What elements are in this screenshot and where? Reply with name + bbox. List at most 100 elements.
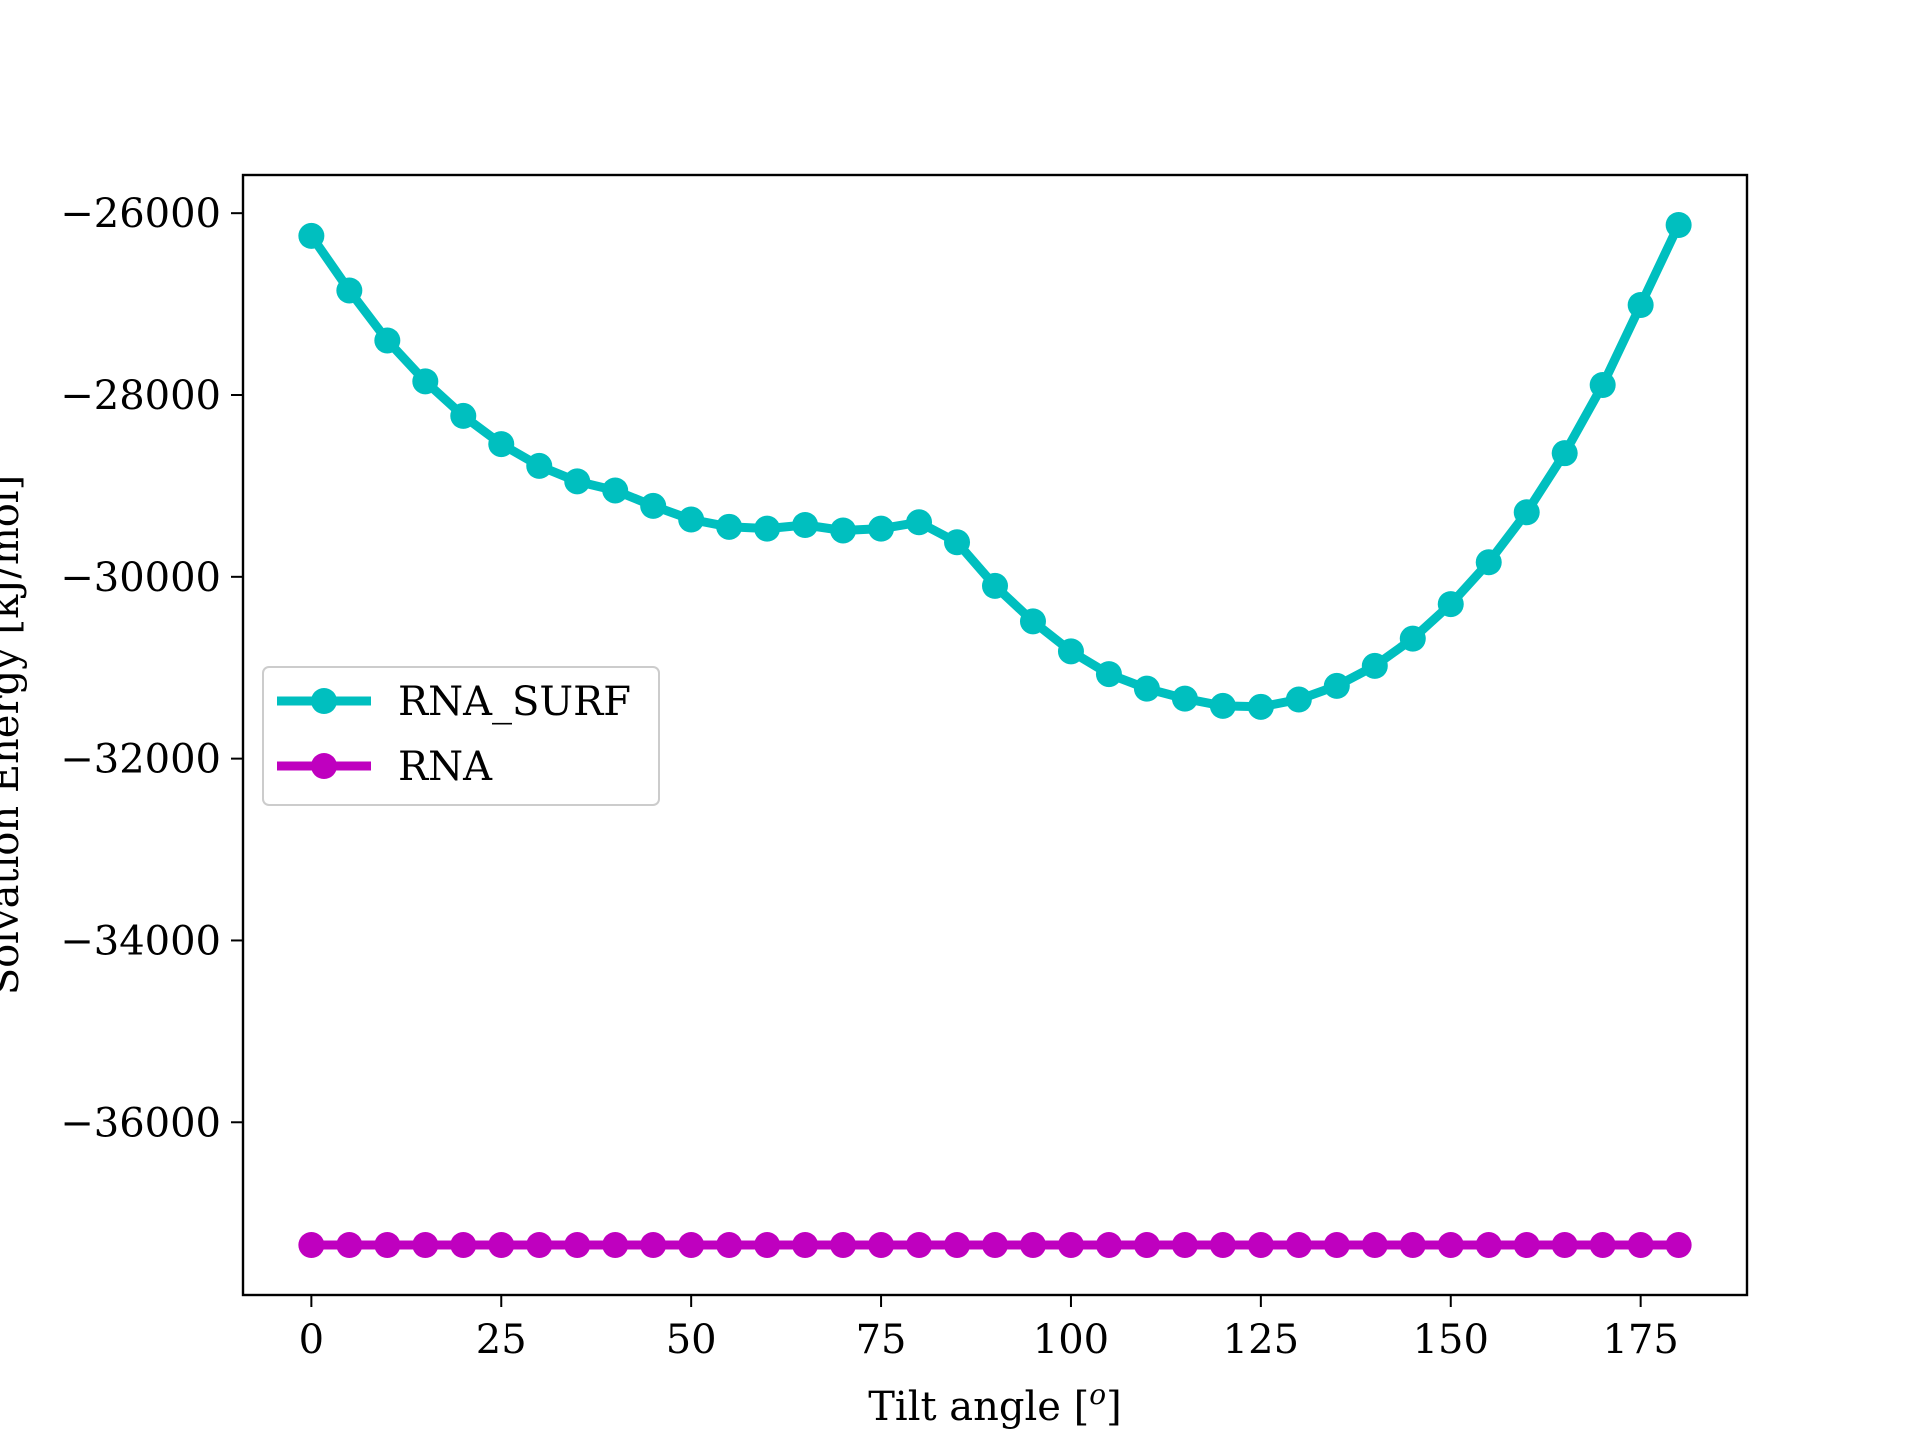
data-point-rna: [1475, 1232, 1502, 1258]
legend-label-rna: RNA: [398, 744, 493, 790]
data-point-rna: [1627, 1232, 1654, 1258]
data-point-rna-surf: [1551, 440, 1578, 467]
data-point-rna: [868, 1232, 895, 1258]
data-point-rna: [1209, 1232, 1236, 1258]
data-point-rna: [1589, 1232, 1616, 1258]
data-point-rna: [1285, 1232, 1312, 1258]
series-layer: [298, 212, 1692, 1258]
legend: RNA_SURF RNA: [262, 666, 660, 806]
legend-marker-rna-surf: [311, 688, 337, 714]
data-point-rna-surf: [1513, 499, 1540, 526]
y-tick-label: −36000: [60, 1100, 221, 1146]
x-axis-label: Tilt angle [o]: [868, 1378, 1122, 1430]
x-tick-label: 125: [1223, 1317, 1299, 1363]
data-point-rna: [982, 1232, 1008, 1258]
data-point-rna: [830, 1232, 857, 1258]
data-point-rna-surf: [450, 402, 477, 429]
data-point-rna: [564, 1232, 591, 1258]
y-tick-label: −26000: [60, 191, 221, 237]
data-point-rna-surf: [1019, 608, 1046, 635]
data-point-rna-surf: [298, 222, 325, 249]
data-point-rna: [1133, 1232, 1160, 1258]
data-point-rna-surf: [1209, 692, 1236, 719]
data-point-rna: [526, 1232, 553, 1258]
data-point-rna-surf: [602, 477, 629, 504]
data-point-rna-surf: [830, 517, 857, 544]
data-point-rna: [1171, 1232, 1198, 1258]
x-tick-label: 25: [476, 1317, 527, 1363]
data-point-rna: [716, 1232, 743, 1258]
data-point-rna-surf: [1171, 685, 1198, 712]
data-point-rna: [1551, 1232, 1578, 1258]
legend-marker-rna: [311, 753, 337, 779]
data-point-rna: [450, 1232, 477, 1258]
data-point-rna-surf: [716, 513, 743, 540]
y-tick-label: −30000: [60, 555, 221, 601]
data-point-rna: [1323, 1232, 1350, 1258]
data-point-rna-surf: [1437, 591, 1464, 618]
data-point-rna-surf: [678, 506, 705, 533]
data-point-rna-surf: [488, 431, 515, 458]
data-point-rna: [1247, 1232, 1274, 1258]
data-point-rna: [1057, 1232, 1084, 1258]
data-point-rna-surf: [1133, 675, 1160, 702]
y-axis-label: Solvation Energy [kJ/mol]: [0, 475, 28, 996]
x-axis-ticks: 0 25 50 75 100 125 150 175: [299, 1295, 1679, 1363]
data-point-rna: [1361, 1232, 1388, 1258]
data-point-rna: [906, 1232, 933, 1258]
data-point-rna-surf: [906, 509, 933, 536]
x-tick-label: 100: [1033, 1317, 1109, 1363]
data-point-rna: [298, 1232, 325, 1258]
data-point-rna: [754, 1232, 781, 1258]
data-point-rna-surf: [526, 452, 553, 479]
data-point-rna: [488, 1232, 515, 1258]
data-point-rna: [678, 1232, 705, 1258]
plot-frame: [241, 173, 1749, 1297]
data-point-rna-surf: [868, 515, 895, 542]
x-tick-label: 50: [666, 1317, 717, 1363]
data-point-rna-surf: [1323, 672, 1350, 699]
data-point-rna-surf: [792, 512, 819, 538]
data-point-rna-surf: [1627, 292, 1654, 318]
data-point-rna-surf: [640, 492, 667, 519]
data-point-rna-surf: [1589, 372, 1616, 398]
data-point-rna: [1665, 1232, 1692, 1258]
data-point-rna: [412, 1232, 439, 1258]
data-point-rna: [944, 1232, 971, 1258]
legend-label-rna-surf: RNA_SURF: [398, 679, 631, 725]
y-axis-ticks: −26000 −28000 −30000 −32000 −34000 −36000: [60, 191, 243, 1146]
x-tick-label: 75: [856, 1317, 907, 1363]
data-point-rna: [1437, 1232, 1464, 1258]
data-point-rna: [792, 1232, 819, 1258]
data-point-rna: [336, 1232, 363, 1258]
data-point-rna-surf: [336, 277, 363, 304]
x-tick-label: 150: [1413, 1317, 1489, 1363]
data-point-rna-surf: [1057, 638, 1084, 665]
data-point-rna-surf: [1399, 625, 1426, 652]
data-point-rna-surf: [1475, 549, 1502, 576]
data-point-rna-surf: [1095, 661, 1122, 688]
y-tick-label: −34000: [60, 918, 221, 964]
data-point-rna: [374, 1232, 401, 1258]
data-point-rna: [602, 1232, 629, 1258]
y-tick-label: −28000: [60, 373, 221, 419]
data-point-rna: [640, 1232, 667, 1258]
data-point-rna-surf: [412, 368, 439, 395]
data-point-rna-surf: [1285, 686, 1312, 713]
data-point-rna-surf: [374, 327, 401, 354]
x-tick-label: 175: [1602, 1317, 1678, 1363]
data-point-rna-surf: [944, 529, 971, 556]
data-point-rna-surf: [1247, 693, 1274, 720]
data-point-rna: [1399, 1232, 1426, 1258]
data-point-rna: [1019, 1232, 1046, 1258]
data-point-rna: [1095, 1232, 1122, 1258]
data-point-rna-surf: [982, 572, 1008, 599]
x-tick-label: 0: [299, 1317, 324, 1363]
data-point-rna: [1513, 1232, 1540, 1258]
data-point-rna-surf: [754, 515, 781, 542]
y-tick-label: −32000: [60, 737, 221, 783]
data-point-rna-surf: [1665, 212, 1692, 238]
data-point-rna-surf: [564, 468, 591, 495]
data-point-rna-surf: [1361, 652, 1388, 679]
